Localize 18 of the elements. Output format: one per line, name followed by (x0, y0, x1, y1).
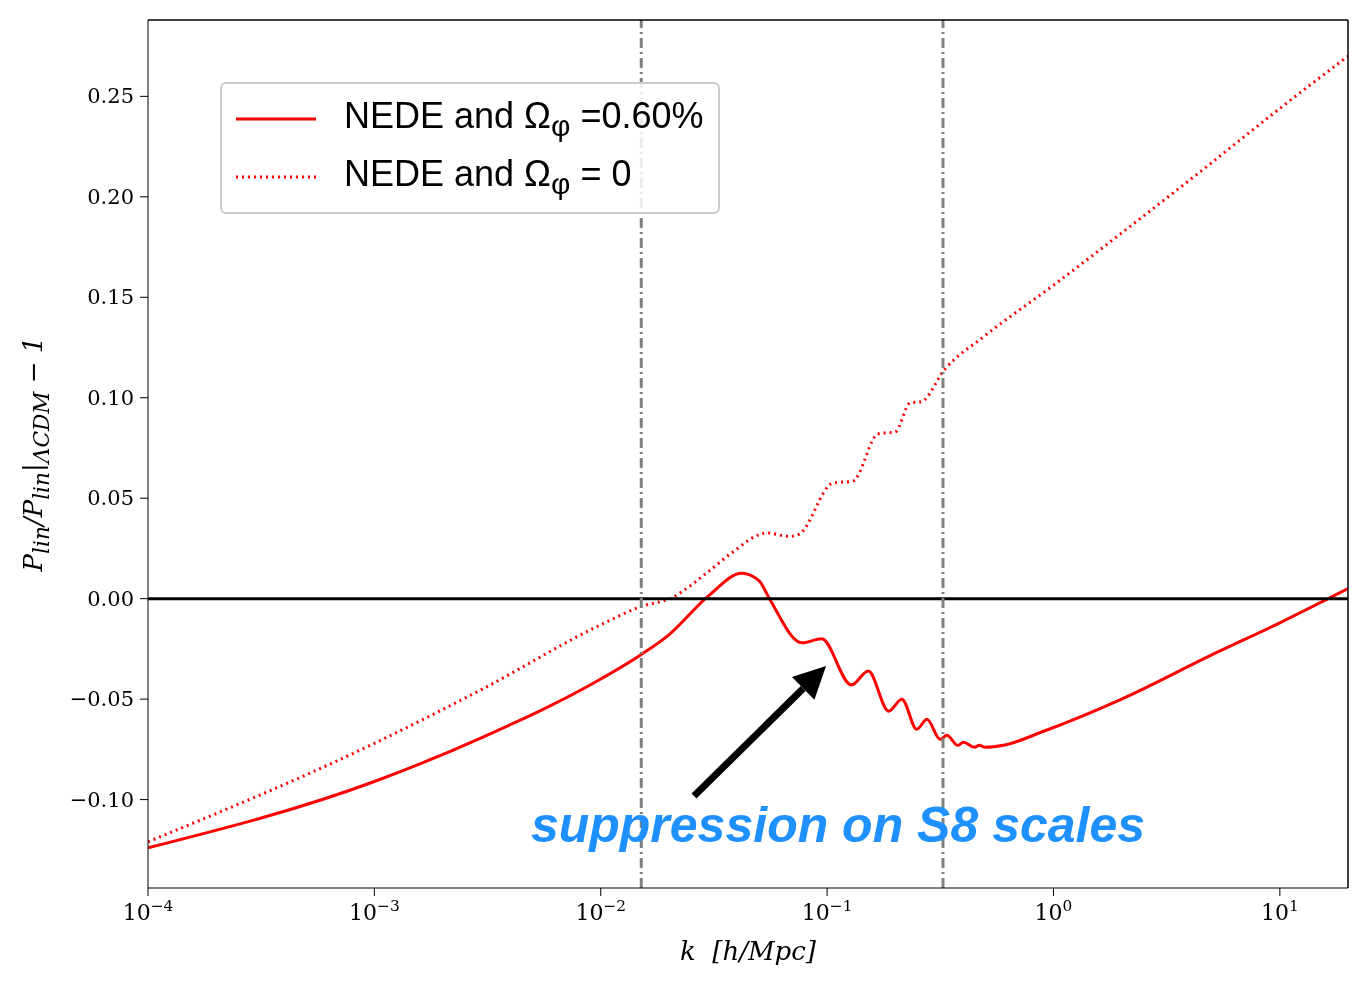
y-tick-label: 0.00 (87, 586, 134, 611)
x-tick-label: 10$^{0}$ (1034, 897, 1073, 925)
x-tick-label: 10$^{−3}$ (349, 897, 400, 925)
y-tick-label: 0.20 (87, 184, 134, 209)
x-tick-label: 10$^{1}$ (1260, 897, 1299, 925)
x-tick-label: 10$^{−1}$ (801, 897, 853, 925)
x-axis-title: k [h/Mpc] (679, 936, 817, 966)
y-tick-label: 0.25 (87, 84, 134, 109)
y-tick-label: −0.05 (69, 687, 134, 712)
legend-label: NEDE and Ω$_{φ}$ =0.60% (344, 94, 704, 144)
legend-label: NEDE and Ω$_{φ}$ = 0 (344, 152, 632, 202)
annotation: suppression on S8 scales (530, 797, 1146, 853)
y-tick-label: −0.10 (69, 787, 134, 812)
y-tick-label: 0.05 (87, 486, 134, 511)
x-tick-label: 10$^{−2}$ (575, 897, 627, 925)
x-tick-label: 10$^{−4}$ (122, 897, 174, 925)
y-tick-label: 0.15 (87, 285, 134, 310)
y-tick-label: 0.10 (87, 385, 134, 410)
